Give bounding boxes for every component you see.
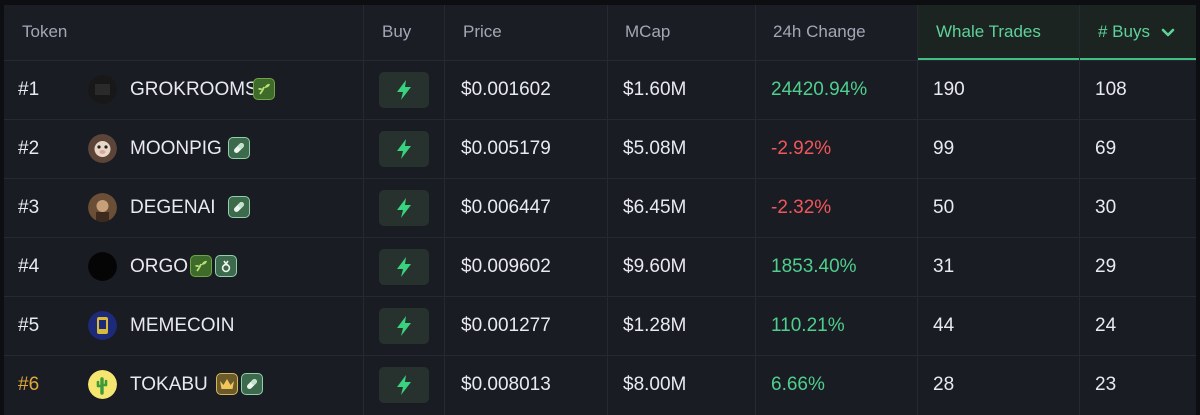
crown-badge-icon (216, 373, 238, 395)
token-name[interactable]: TOKABU (130, 374, 208, 395)
buys-count: 24 (1095, 315, 1117, 336)
column-divider (607, 5, 608, 415)
table-row[interactable]: #5 MEMECOIN $0.001277 $1.28M 110.21% 44 … (4, 296, 1196, 355)
rank: #4 (18, 256, 40, 277)
token-avatar (88, 134, 117, 163)
header-whale-trades[interactable]: Whale Trades (918, 5, 1080, 60)
token-avatar (88, 75, 117, 104)
whale-trades: 31 (933, 256, 955, 277)
token-avatar (88, 311, 117, 340)
buy-button[interactable] (379, 249, 429, 285)
change-24h: -2.92% (771, 138, 832, 159)
table-header: Token Buy Price MCap 24h Change Whale Tr… (4, 5, 1196, 60)
lightning-icon (395, 374, 413, 396)
buys-count: 29 (1095, 256, 1117, 277)
change-24h: 24420.94% (771, 79, 868, 100)
table-row[interactable]: #1 GROKROOMS $0.001602 $1.60M 24420.94% … (4, 60, 1196, 119)
column-divider (444, 5, 445, 415)
lightning-icon (395, 79, 413, 101)
change-24h: 110.21% (771, 315, 845, 336)
buy-button[interactable] (379, 72, 429, 108)
price: $0.005179 (461, 138, 551, 159)
price: $0.001277 (461, 315, 551, 336)
pill-badge-icon (228, 137, 250, 159)
token-avatar (88, 193, 117, 222)
whale-trades: 44 (933, 315, 955, 336)
whale-trades: 99 (933, 138, 955, 159)
header-buy: Buy (382, 22, 412, 41)
lab-badge-icon (215, 255, 237, 277)
rank: #1 (18, 79, 40, 100)
buy-button[interactable] (379, 131, 429, 167)
whale-trades: 50 (933, 197, 955, 218)
rank: #3 (18, 197, 40, 218)
token-avatar (88, 370, 117, 399)
header-mcap[interactable]: MCap (625, 22, 671, 41)
market-cap: $9.60M (623, 256, 687, 277)
token-name[interactable]: MEMECOIN (130, 315, 235, 336)
column-divider (1079, 5, 1080, 415)
table-row[interactable]: #3 DEGENAI $0.006447 $6.45M -2.32% 50 30 (4, 178, 1196, 237)
lightning-icon (395, 138, 413, 160)
whale-trades: 190 (933, 79, 965, 100)
header-buys[interactable]: # Buys (1080, 5, 1196, 60)
header-token[interactable]: Token (22, 22, 68, 41)
market-cap: $1.60M (623, 79, 687, 100)
market-cap: $6.45M (623, 197, 687, 218)
table-row[interactable]: #4 ORGO $0.009602 $9.60M 1853.40% 31 29 (4, 237, 1196, 296)
price: $0.009602 (461, 256, 551, 277)
market-cap: $8.00M (623, 374, 687, 395)
price: $0.008013 (461, 374, 551, 395)
change-24h: 1853.40% (771, 256, 857, 277)
token-name[interactable]: GROKROOMS (130, 79, 258, 100)
buys-count: 108 (1095, 79, 1127, 100)
table-row[interactable]: #6 TOKABU $0.008013 $8.00M 6.66% 28 23 (4, 355, 1196, 414)
token-name[interactable]: MOONPIG (130, 138, 222, 159)
table-row[interactable]: #2 MOONPIG $0.005179 $5.08M -2.92% 99 69 (4, 119, 1196, 178)
rank: #5 (18, 315, 40, 336)
token-name[interactable]: ORGO (130, 256, 189, 277)
token-name[interactable]: DEGENAI (130, 197, 216, 218)
header-price[interactable]: Price (463, 22, 502, 41)
pill-badge-icon (228, 196, 250, 218)
header-24h-change[interactable]: 24h Change (773, 22, 866, 41)
column-divider (917, 5, 918, 415)
pill-badge-icon (241, 373, 263, 395)
whale-trades: 28 (933, 374, 955, 395)
price: $0.001602 (461, 79, 551, 100)
price: $0.006447 (461, 197, 551, 218)
column-divider (755, 5, 756, 415)
header-buys-label: # Buys (1098, 22, 1150, 41)
change-24h: -2.32% (771, 197, 832, 218)
chevron-down-icon (1161, 28, 1175, 36)
lightning-icon (395, 256, 413, 278)
market-cap: $1.28M (623, 315, 687, 336)
rank: #6 (18, 374, 40, 395)
buy-button[interactable] (379, 367, 429, 403)
sprout-badge-icon (190, 255, 212, 277)
token-avatar (88, 252, 117, 281)
token-table: Token Buy Price MCap 24h Change Whale Tr… (4, 5, 1196, 415)
buys-count: 30 (1095, 197, 1117, 218)
buys-count: 23 (1095, 374, 1117, 395)
change-24h: 6.66% (771, 374, 825, 395)
buy-button[interactable] (379, 308, 429, 344)
buys-count: 69 (1095, 138, 1117, 159)
rank: #2 (18, 138, 40, 159)
lightning-icon (395, 197, 413, 219)
sprout-badge-icon (253, 78, 275, 100)
lightning-icon (395, 315, 413, 337)
column-divider (363, 5, 364, 415)
market-cap: $5.08M (623, 138, 687, 159)
buy-button[interactable] (379, 190, 429, 226)
